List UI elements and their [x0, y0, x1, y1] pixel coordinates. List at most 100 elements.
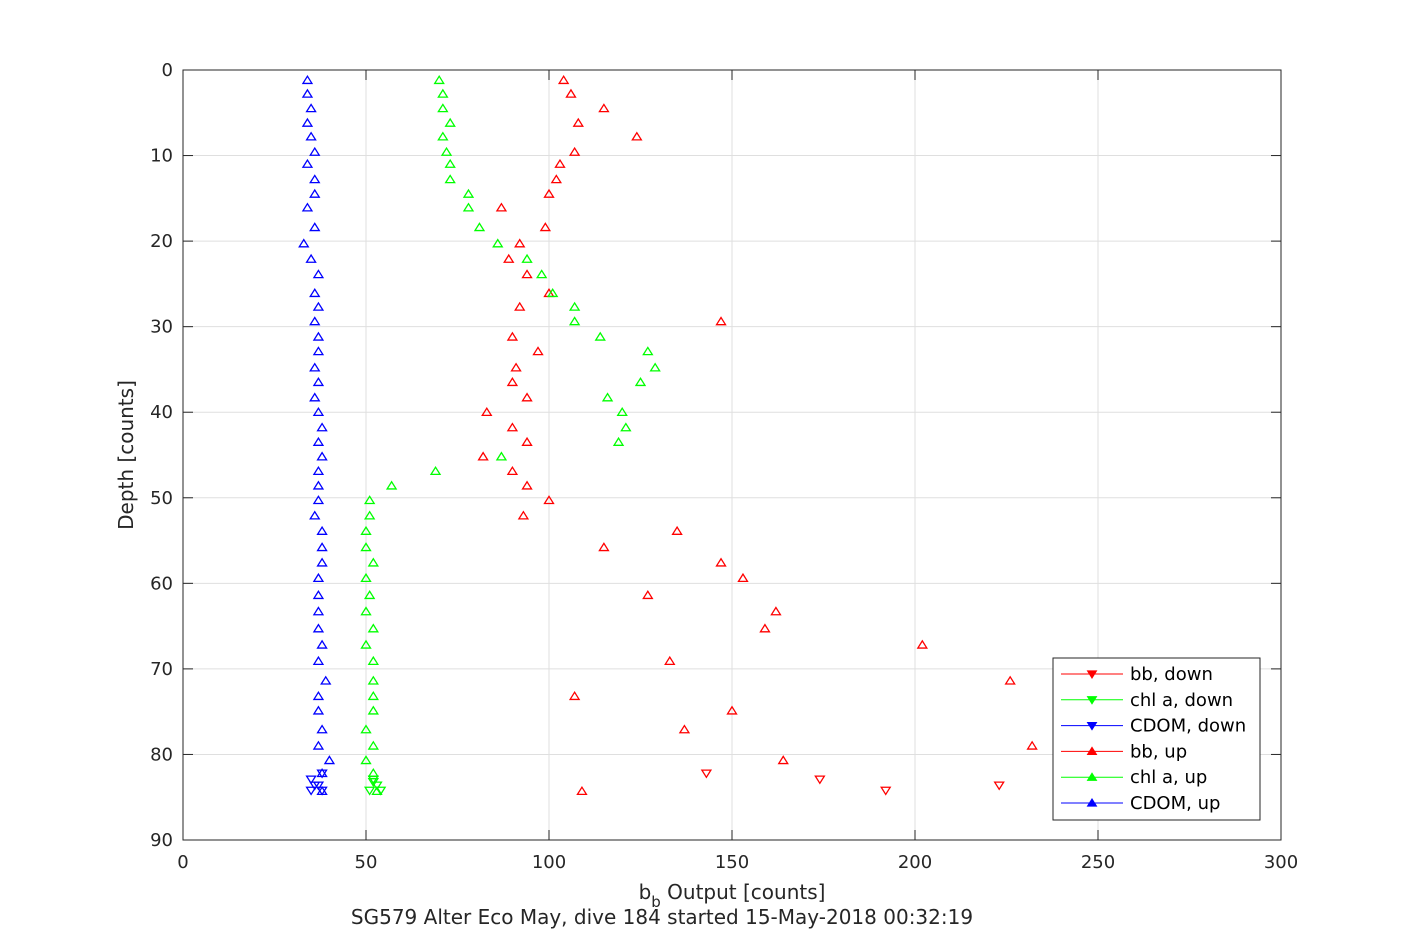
data-point: [517, 510, 530, 520]
data-point: [316, 422, 328, 432]
data-point: [715, 557, 727, 567]
x-tick-label: 100: [532, 852, 566, 873]
data-point: [301, 88, 314, 98]
data-point: [301, 117, 314, 127]
data-point: [437, 103, 449, 113]
data-point: [367, 675, 379, 685]
data-point: [301, 158, 314, 168]
data-point: [612, 436, 625, 446]
data-point: [429, 465, 442, 476]
x-tick-label: 250: [1081, 852, 1115, 873]
data-point: [536, 269, 548, 279]
data-point: [477, 451, 489, 461]
data-point: [316, 451, 328, 461]
y-tick-label: 0: [162, 60, 173, 81]
data-point: [495, 202, 508, 212]
data-point: [316, 724, 328, 734]
legend: bb, down chl a, down CDOM, down bb, up chl a…: [1052, 657, 1261, 821]
data-point: [700, 769, 713, 779]
data-point: [367, 740, 379, 750]
chart-title: SG579 Alter Eco May, dive 184 started 15…: [351, 905, 973, 929]
data-point: [309, 222, 321, 232]
legend-marker: [1086, 696, 1098, 705]
legend-marker: [1086, 772, 1098, 781]
data-point: [316, 767, 328, 778]
data-point: [305, 253, 317, 263]
data-point: [305, 775, 317, 785]
data-point: [503, 253, 515, 263]
data-point: [510, 362, 522, 372]
data-point: [634, 377, 647, 387]
data-point: [671, 525, 683, 535]
data-point: [363, 495, 376, 505]
data-point: [309, 288, 321, 298]
data-point: [312, 690, 325, 701]
data-point: [715, 316, 727, 326]
x-tick-label: 150: [715, 852, 749, 873]
data-point: [316, 639, 328, 649]
data-point: [521, 480, 533, 490]
data-point: [481, 406, 493, 417]
data-point: [360, 724, 372, 734]
data-point: [367, 623, 379, 633]
x-axis-label-subscript: b: [651, 893, 661, 911]
data-point: [521, 269, 533, 279]
x-axis-label-symbol: b: [639, 880, 652, 904]
data-point: [374, 786, 387, 796]
data-point: [360, 542, 372, 552]
data-point: [305, 786, 317, 796]
x-tick-label: 300: [1264, 852, 1298, 873]
data-point: [514, 238, 526, 248]
data-point: [521, 436, 533, 446]
data-point: [557, 74, 570, 85]
data-point: [880, 786, 892, 796]
data-point: [323, 755, 336, 765]
data-point: [506, 377, 519, 387]
x-tick-label: 50: [355, 852, 378, 873]
data-point: [312, 269, 325, 279]
data-point: [437, 131, 449, 141]
data-point: [316, 525, 328, 535]
legend-label: CDOM, up: [1130, 793, 1220, 814]
data-point: [312, 406, 325, 417]
legend-label: CDOM, down: [1130, 716, 1246, 737]
data-point: [320, 675, 332, 685]
data-point: [312, 436, 325, 446]
data-point: [631, 131, 643, 141]
data-point: [568, 146, 581, 156]
data-point: [309, 174, 321, 184]
data-point: [309, 392, 321, 402]
data-point: [305, 103, 317, 113]
data-point: [312, 495, 325, 505]
data-point: [316, 542, 328, 552]
data-point: [316, 785, 328, 796]
y-tick-label: 50: [150, 488, 173, 509]
y-axis-label: Depth [counts]: [114, 380, 138, 530]
series-chl-a-up: [360, 74, 661, 796]
series-bb-down: [700, 769, 1005, 796]
data-point: [568, 690, 581, 701]
data-point: [726, 705, 738, 715]
data-point: [312, 377, 325, 387]
data-point: [444, 158, 456, 168]
data-point: [360, 639, 372, 649]
data-point: [312, 590, 325, 600]
data-point: [367, 690, 379, 701]
data-point: [550, 174, 562, 184]
data-point: [367, 557, 379, 567]
data-point: [309, 188, 321, 198]
legend-marker: [1086, 798, 1098, 807]
data-point: [514, 301, 526, 311]
data-point: [521, 392, 533, 402]
data-point: [576, 785, 588, 796]
data-point: [312, 606, 325, 616]
data-point: [1026, 740, 1038, 750]
data-point: [737, 572, 749, 582]
data-point: [360, 606, 372, 616]
legend-label: chl a, up: [1130, 767, 1207, 788]
data-point: [642, 346, 654, 356]
data-point: [598, 542, 610, 552]
data-point: [312, 572, 325, 582]
data-point: [385, 480, 398, 490]
